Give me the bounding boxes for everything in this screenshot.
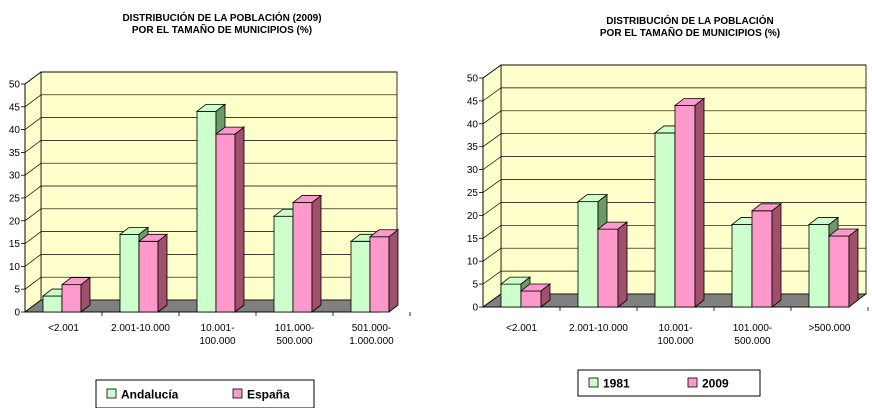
gridline [24,94,397,108]
y-tick-label: 5 [472,280,478,291]
y-tick-label: 15 [9,239,21,250]
gridline [24,117,397,130]
gridline [24,71,397,85]
legend: Andalucía España [95,379,315,408]
bar [750,203,783,308]
gridline [24,208,397,222]
x-tick-label: <2.001 [506,323,537,334]
y-tick-label: 10 [467,257,479,268]
x-tick-label: 1.000.000 [349,336,394,347]
x-tick-label: 500.000 [734,336,771,347]
bar [673,97,706,308]
bar [596,221,629,308]
legend: 1981 2009 [577,369,761,397]
gridline [482,179,866,193]
y-tick-label: 0 [14,308,20,319]
y-tick-label: 20 [9,216,21,227]
chart-title-line: DISTRIBUCIÓN DE LA POBLACIÓN (2009) [122,11,321,24]
x-tick-label: 2.001-10.000 [111,323,170,334]
y-tick-label: 25 [9,194,21,205]
y-tick-label: 45 [467,96,479,107]
bar [499,276,532,308]
bar [291,194,323,313]
x-tick-label: 501.000- [352,323,391,334]
legend-swatch [687,377,698,388]
legend-swatch [232,388,243,399]
bar [827,228,860,308]
x-tick-label: 100.000 [199,336,236,347]
y-tick-label: 40 [9,125,21,136]
bar [137,233,169,313]
gridline [482,110,866,125]
x-tick-label: 100.000 [657,336,694,347]
y-tick-label: 50 [9,80,21,91]
x-tick-label: 2.001-10.000 [569,323,628,334]
chart-1: DISTRIBUCIÓN DE LA POBLACIÓN (2009)POR E… [9,11,411,408]
y-tick-label: 25 [467,188,479,199]
gridline [482,133,866,147]
x-tick-label: 10.001- [659,323,693,334]
x-tick-label: 101.000- [733,323,772,334]
legend-swatch [588,377,599,388]
x-tick-label: <2.001 [48,323,79,334]
y-tick-label: 30 [467,165,479,176]
y-tick-label: 15 [467,234,479,245]
x-tick-label: 101.000- [275,323,314,334]
bar [60,276,92,313]
gridline [482,64,866,79]
y-tick-label: 5 [14,285,20,296]
gridline [482,156,866,170]
y-tick-label: 45 [9,102,21,113]
x-tick-label: 10.001- [201,323,235,334]
chart-title-line: POR EL TAMAÑO DE MUNICIPIOS (%) [132,23,312,36]
y-tick-label: 35 [467,142,479,153]
bar [368,228,400,313]
y-tick-label: 40 [467,119,479,130]
legend-label: 2009 [702,377,729,391]
gridline [24,185,397,199]
legend-label: 1981 [603,377,630,391]
gridline [24,140,397,153]
y-tick-label: 35 [9,148,21,159]
y-tick-label: 20 [467,211,479,222]
y-tick-label: 50 [467,74,479,85]
chart-title-line: DISTRIBUCIÓN DE LA POBLACIÓN [606,14,773,27]
chart-title-line: POR EL TAMAÑO DE MUNICIPIOS (%) [600,26,780,39]
gridline [482,202,866,216]
legend-label: España [247,388,290,402]
legend-label: Andalucía [121,388,179,402]
gridline [482,87,866,102]
x-tick-label: 500.000 [276,336,313,347]
x-tick-label: >500.000 [809,323,851,334]
bar [214,126,246,313]
legend-swatch [106,388,117,399]
bar [519,283,552,308]
y-tick-label: 10 [9,262,21,273]
y-tick-label: 0 [472,303,478,314]
y-tick-label: 30 [9,171,21,182]
gridline [24,162,397,176]
